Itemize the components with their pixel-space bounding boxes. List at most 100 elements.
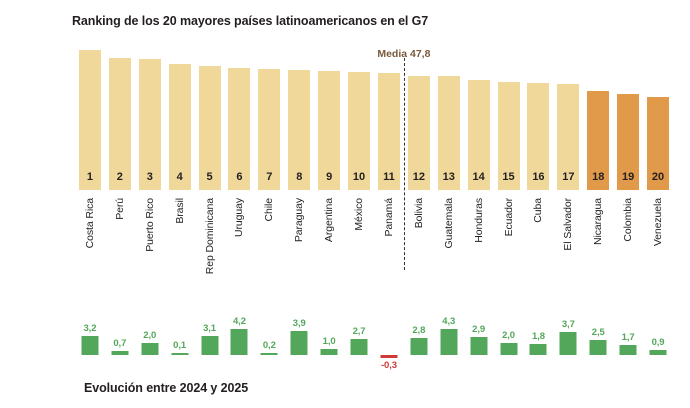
rank-label: 16 [532,171,545,183]
evolution-bar-positive[interactable] [470,337,488,355]
ranking-column[interactable]: 7 Chile [258,0,281,290]
evolution-bar-positive[interactable] [529,344,547,355]
evolution-bar-positive[interactable] [320,348,338,355]
ranking-column[interactable]: 13 Guatemala [437,0,460,290]
ranking-column[interactable]: 3 Puerto Rico [138,0,161,290]
evolution-column[interactable]: 1,7 [613,300,643,375]
ranking-bar[interactable] [467,79,490,190]
ranking-bar[interactable] [348,71,371,190]
evolution-column[interactable]: 2,5 [583,300,613,375]
evolution-bar-positive[interactable] [171,352,189,355]
evolution-value-label: 1,8 [531,331,545,343]
evolution-bar-positive[interactable] [410,337,428,355]
rank-label: 8 [296,171,303,183]
evolution-bar-positive[interactable] [260,352,278,355]
evolution-column[interactable]: 2,0 [135,300,165,375]
evolution-bar-positive[interactable] [81,335,99,355]
evolution-bar-positive[interactable] [649,349,667,355]
evolution-bar-positive[interactable] [111,350,129,355]
evolution-column[interactable]: 0,7 [105,300,135,375]
ranking-bar[interactable] [557,84,580,190]
country-label: Guatemala [442,198,455,249]
evolution-column[interactable]: 3,9 [284,300,314,375]
rank-label: 12 [412,171,425,183]
evolution-bar-negative[interactable] [380,355,398,358]
evolution-bar-positive[interactable] [141,342,159,355]
ranking-column[interactable]: 5 Rep Dominicana [198,0,221,290]
evolution-bar-positive[interactable] [230,329,248,355]
ranking-column[interactable]: 19 Colombia [617,0,640,290]
ranking-bar[interactable] [138,58,161,190]
evolution-column[interactable]: 2,0 [494,300,524,375]
mean-label: Media 47,8 [377,48,431,60]
ranking-bar[interactable] [258,68,281,190]
evolution-column[interactable]: 2,8 [404,300,434,375]
evolution-column[interactable]: 0,1 [165,300,195,375]
rank-label: 20 [651,171,665,183]
evolution-column[interactable]: 2,9 [464,300,494,375]
evolution-column[interactable]: 4,3 [434,300,464,375]
evolution-bar-strip: 3,2 0,7 2,0 0,1 3,1 4,2 0,2 3,9 1,0 2,7 -0,3 2,8 4,3… [0,300,690,375]
country-label: Perú [113,198,126,220]
evolution-bar-positive[interactable] [290,331,308,355]
ranking-column[interactable]: 20 Venezuela [647,0,670,290]
evolution-column[interactable]: 1,8 [524,300,554,375]
evolution-column[interactable]: 3,2 [75,300,105,375]
country-label: Ecuador [502,198,515,237]
ranking-column[interactable]: 4 Brasil [168,0,191,290]
ranking-column[interactable]: 15 Ecuador [497,0,520,290]
ranking-column[interactable]: 18 Nicaragua [587,0,610,290]
page-title: Ranking de los 20 mayores países latinoa… [72,14,429,28]
ranking-bar[interactable] [617,94,640,190]
ranking-column[interactable]: 16 Cuba [527,0,550,290]
evolution-bar-positive[interactable] [559,332,577,355]
ranking-column[interactable]: 17 El Salvador [557,0,580,290]
ranking-column[interactable]: 14 Honduras [467,0,490,290]
ranking-bar[interactable] [437,76,460,190]
evolution-column[interactable]: -0,3 [374,300,404,375]
evolution-column[interactable]: 3,1 [195,300,225,375]
ranking-bar[interactable] [318,70,341,190]
ranking-bar[interactable] [377,73,400,190]
evolution-bar-positive[interactable] [500,342,518,355]
evolution-column[interactable]: 2,7 [344,300,374,375]
rank-label: 18 [592,171,605,183]
ranking-bar[interactable] [407,75,430,190]
evolution-bar-positive[interactable] [350,338,368,355]
ranking-bar[interactable] [497,81,520,190]
rank-label: 15 [502,171,515,183]
country-label: México [353,198,366,231]
evolution-bar-positive[interactable] [201,336,219,355]
ranking-column[interactable]: 12 Bolivia [407,0,430,290]
ranking-bar[interactable] [108,58,131,190]
ranking-bar[interactable] [198,66,221,190]
evolution-column[interactable]: 4,2 [225,300,255,375]
evolution-bar-positive[interactable] [589,339,607,355]
ranking-bar[interactable] [168,64,191,190]
evolution-column[interactable]: 0,2 [254,300,284,375]
ranking-bar[interactable] [288,69,311,190]
ranking-bar[interactable] [228,67,251,190]
country-label: Venezuela [652,198,665,247]
evolution-value-label: -0,3 [380,359,397,371]
ranking-column[interactable]: 10 México [348,0,371,290]
ranking-column[interactable]: 2 Perú [108,0,131,290]
ranking-column[interactable]: 9 Argentina [318,0,341,290]
evolution-column[interactable]: 0,9 [643,300,673,375]
evolution-column[interactable]: 1,0 [314,300,344,375]
ranking-bar[interactable] [587,91,610,190]
rank-label: 10 [352,171,366,183]
rank-label: 7 [266,171,273,183]
evolution-column[interactable]: 3,7 [553,300,583,375]
ranking-column[interactable]: 6 Uruguay [228,0,251,290]
ranking-bar[interactable] [647,97,670,190]
ranking-column[interactable]: 8 Paraguay [288,0,311,290]
ranking-bar[interactable] [78,49,101,190]
evolution-value-label: 2,5 [591,326,605,338]
ranking-column[interactable]: 1 Costa Rica [78,0,101,290]
ranking-bar[interactable] [527,83,550,190]
evolution-bar-positive[interactable] [440,328,458,355]
evolution-bar-positive[interactable] [619,344,637,355]
rank-label: 11 [383,171,395,183]
ranking-column[interactable]: 11 Panamá [377,0,400,290]
